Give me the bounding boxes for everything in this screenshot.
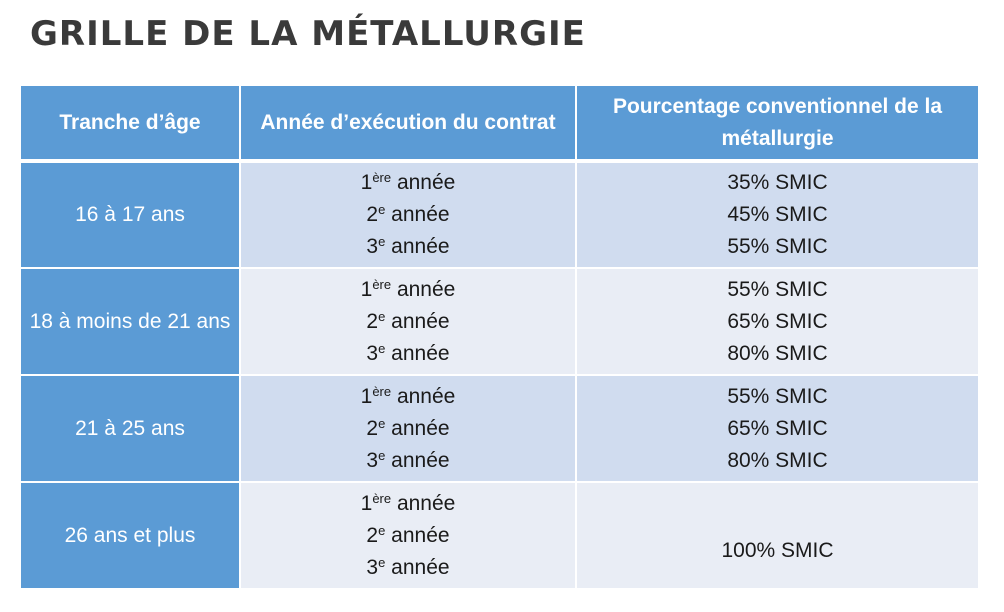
- year-label: 1ère année: [360, 383, 456, 408]
- year-label: 3e année: [366, 234, 450, 258]
- table-row: 16 à 17 ans 1ère année 2e année 3e année…: [19, 160, 980, 269]
- metallurgy-grid-table: Tranche d’âge Année d’exécution du contr…: [19, 84, 980, 590]
- year-label: 2e année: [366, 415, 450, 440]
- year-label: 1ère année: [360, 276, 456, 301]
- header-age-range: Tranche d’âge: [19, 84, 241, 162]
- year-label: 2e année: [366, 308, 450, 333]
- year-label: 1ère année: [360, 490, 456, 515]
- percentage-value: 55% SMIC: [727, 235, 828, 258]
- year-label: 2e année: [366, 522, 450, 547]
- percentage-value: 65% SMIC: [727, 309, 828, 333]
- age-range-cell: 21 à 25 ans: [19, 374, 241, 483]
- year-label: 2e année: [366, 202, 450, 226]
- percentages-cell: 35% SMIC 45% SMIC 55% SMIC: [575, 160, 980, 269]
- year-label: 1ère année: [360, 170, 456, 194]
- year-label: 3e année: [366, 447, 450, 472]
- header-percentage: Pourcentage conventionnel de la métallur…: [575, 84, 980, 162]
- age-range-cell: 18 à moins de 21 ans: [19, 267, 241, 376]
- percentage-value: 80% SMIC: [727, 341, 828, 365]
- year-label: 3e année: [366, 554, 450, 579]
- table-row: 26 ans et plus 1ère année 2e année 3e an…: [19, 481, 980, 590]
- contract-years-cell: 1ère année 2e année 3e année: [239, 481, 577, 590]
- age-range-cell: 26 ans et plus: [19, 481, 241, 590]
- percentages-cell: 55% SMIC 65% SMIC 80% SMIC: [575, 374, 980, 483]
- header-contract-year: Année d’exécution du contrat: [239, 84, 577, 162]
- table-row: 18 à moins de 21 ans 1ère année 2e année…: [19, 267, 980, 376]
- table-header-row: Tranche d’âge Année d’exécution du contr…: [19, 84, 980, 162]
- contract-years-cell: 1ère année 2e année 3e année: [239, 160, 577, 269]
- percentage-value: 35% SMIC: [727, 171, 828, 194]
- year-label: 3e année: [366, 340, 450, 365]
- contract-years-cell: 1ère année 2e année 3e année: [239, 267, 577, 376]
- percentage-value: 100% SMIC: [721, 538, 834, 562]
- percentage-value: 55% SMIC: [727, 277, 828, 301]
- percentages-cell: 55% SMIC 65% SMIC 80% SMIC: [575, 267, 980, 376]
- percentages-cell: 100% SMIC: [575, 481, 980, 590]
- age-range-cell: 16 à 17 ans: [19, 160, 241, 269]
- percentage-value: 80% SMIC: [727, 448, 828, 472]
- percentage-value: 55% SMIC: [727, 384, 828, 408]
- table-row: 21 à 25 ans 1ère année 2e année 3e année…: [19, 374, 980, 483]
- page-title: GRILLE DE LA MÉTALLURGIE: [30, 14, 586, 54]
- percentage-value: 45% SMIC: [727, 203, 828, 226]
- percentage-value: 65% SMIC: [727, 416, 828, 440]
- contract-years-cell: 1ère année 2e année 3e année: [239, 374, 577, 483]
